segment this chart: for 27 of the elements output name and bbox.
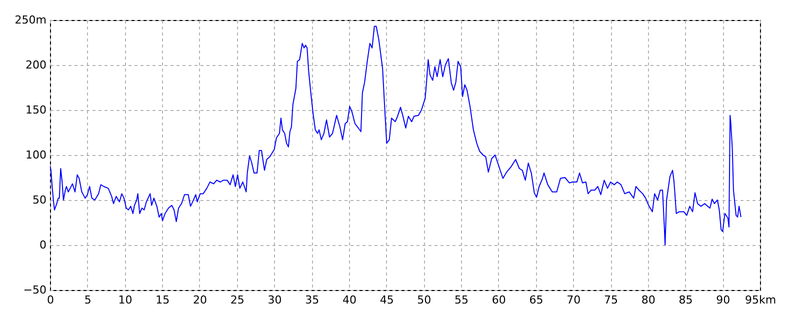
y-tick-label: 150 [26, 104, 46, 116]
x-tick-label: 35 [305, 294, 320, 306]
x-tick-label: 15 [156, 294, 170, 306]
x-tick-label: 30 [268, 294, 282, 306]
x-tick-label: 75 [604, 294, 618, 306]
y-tick-label: 250m [14, 14, 46, 26]
x-tick-label: 95km [744, 294, 776, 306]
x-tick-label: 65 [529, 294, 544, 306]
x-tick-label: 90 [716, 294, 730, 306]
x-tick-label: 85 [678, 294, 693, 306]
y-tick-label: −50 [23, 284, 46, 296]
x-tick-label: 5 [84, 294, 92, 306]
y-tick-label: 200 [26, 58, 46, 72]
line-series [50, 26, 742, 246]
x-tick-label: 70 [566, 294, 581, 306]
y-tick-label: 50 [32, 194, 46, 206]
x-tick-label: 60 [492, 294, 506, 306]
y-tick-label: 100 [26, 148, 46, 162]
y-tick-label: 0 [40, 238, 46, 252]
x-tick-label: 20 [192, 294, 207, 306]
x-tick-label: 80 [641, 294, 656, 306]
x-tick-label: 55 [454, 294, 469, 306]
x-tick-label: 25 [230, 294, 244, 306]
x-tick-label: 45 [380, 294, 394, 306]
x-tick-label: 10 [118, 294, 132, 306]
x-tick-label: 50 [417, 294, 432, 306]
x-tick-label: 40 [342, 294, 356, 306]
